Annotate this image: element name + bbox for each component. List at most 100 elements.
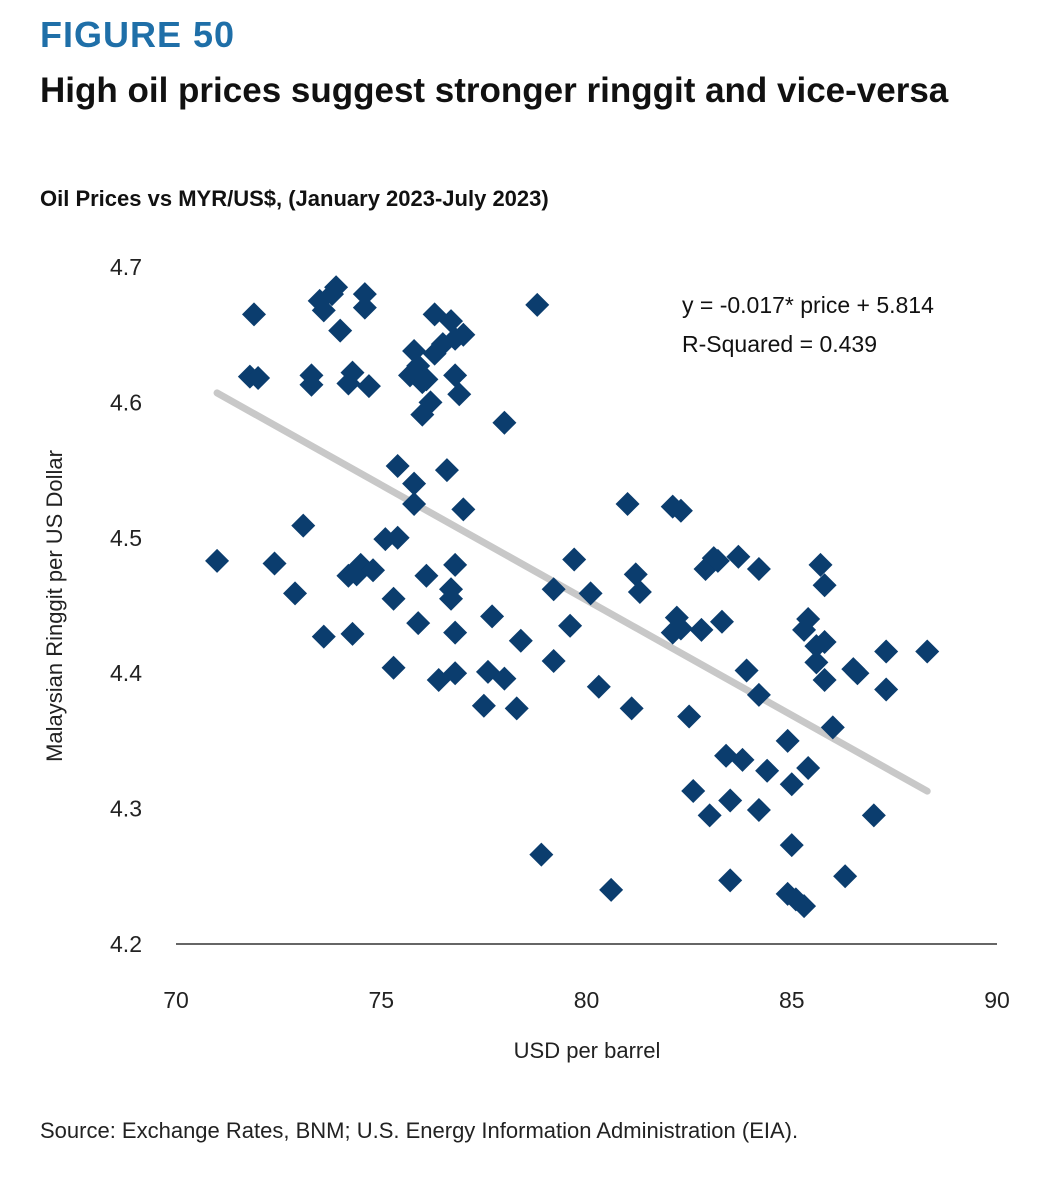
y-tick-label: 4.6 — [110, 389, 142, 415]
data-point — [812, 573, 837, 598]
data-point — [668, 616, 693, 641]
r-squared-label: R-Squared = 0.439 — [682, 331, 877, 357]
data-point — [385, 525, 410, 550]
data-point — [443, 620, 468, 645]
data-point — [615, 491, 640, 516]
data-point — [562, 547, 587, 572]
data-point — [439, 309, 464, 334]
scatter-chart: 4.2 4.3 4.4 4.5 4.6 4.7 70 75 80 85 90 Malaysian R… — [42, 254, 1010, 1063]
data-point — [558, 613, 583, 638]
data-point — [361, 558, 386, 583]
x-tick-label: 75 — [368, 987, 394, 1013]
x-tick-label: 90 — [984, 987, 1010, 1013]
data-point — [525, 292, 550, 317]
data-point — [874, 677, 899, 702]
data-point — [529, 842, 554, 867]
data-point — [796, 755, 821, 780]
data-point — [915, 639, 940, 664]
figure-subtitle: Oil Prices vs MYR/US$, (January 2023-Jul… — [40, 186, 549, 211]
data-point — [541, 649, 566, 674]
data-point — [406, 611, 431, 636]
x-tick-label: 80 — [574, 987, 600, 1013]
x-axis-title: USD per barrel — [514, 1038, 661, 1063]
data-point — [443, 552, 468, 577]
data-point — [718, 788, 743, 813]
data-point — [599, 877, 624, 902]
data-point — [689, 617, 714, 642]
data-point — [381, 655, 406, 680]
figure-label: FIGURE 50 — [40, 14, 236, 55]
data-point — [352, 282, 377, 307]
data-point — [439, 586, 464, 611]
data-point — [356, 374, 381, 399]
y-tick-label: 4.5 — [110, 525, 142, 551]
data-point — [447, 382, 472, 407]
data-point — [746, 556, 771, 581]
data-point — [381, 586, 406, 611]
data-point — [833, 864, 858, 889]
data-point — [619, 696, 644, 721]
data-point — [677, 704, 702, 729]
data-point — [340, 621, 365, 646]
data-point — [775, 728, 800, 753]
data-point — [541, 577, 566, 602]
data-point — [861, 803, 886, 828]
data-point — [443, 661, 468, 686]
data-point — [746, 797, 771, 822]
data-point — [471, 693, 496, 718]
data-point — [714, 743, 739, 768]
data-point — [311, 624, 336, 649]
data-point — [352, 295, 377, 320]
data-point — [504, 696, 529, 721]
data-point — [414, 563, 439, 588]
data-point — [623, 562, 648, 587]
data-point — [262, 551, 287, 576]
data-point — [418, 390, 443, 415]
data-point — [697, 803, 722, 828]
y-tick-label: 4.3 — [110, 796, 142, 822]
data-point — [812, 630, 837, 655]
data-point — [451, 322, 476, 347]
data-point — [492, 666, 517, 691]
data-point — [718, 868, 743, 893]
data-point — [299, 363, 324, 388]
y-tick-label: 4.2 — [110, 931, 142, 957]
data-point — [205, 548, 230, 573]
data-point — [779, 772, 804, 797]
data-point — [402, 491, 427, 516]
data-point — [291, 513, 316, 538]
data-point — [874, 639, 899, 664]
figure-title: High oil prices suggest stronger ringgit… — [40, 71, 949, 110]
x-tick-label: 85 — [779, 987, 805, 1013]
data-point — [402, 471, 427, 496]
data-point — [734, 658, 759, 683]
data-point — [443, 363, 468, 388]
data-point — [241, 302, 266, 327]
data-point — [627, 579, 652, 604]
data-point — [820, 715, 845, 740]
data-point — [730, 747, 755, 772]
data-point — [414, 367, 439, 392]
data-point — [726, 544, 751, 569]
data-point — [755, 758, 780, 783]
x-tick-label: 70 — [163, 987, 189, 1013]
data-point — [492, 410, 517, 435]
data-point — [746, 682, 771, 707]
data-point — [845, 661, 870, 686]
data-point — [709, 609, 734, 634]
data-point — [804, 650, 829, 675]
data-point — [508, 628, 533, 653]
data-point — [246, 366, 271, 391]
data-point — [796, 607, 821, 632]
regression-equation: y = -0.017* price + 5.814 — [682, 292, 934, 318]
data-point — [578, 581, 603, 606]
data-point — [311, 298, 336, 323]
data-point — [324, 275, 349, 300]
data-point — [480, 604, 505, 629]
source-note: Source: Exchange Rates, BNM; U.S. Energy… — [40, 1118, 799, 1143]
data-point — [385, 454, 410, 479]
data-point — [792, 894, 817, 919]
data-point — [779, 833, 804, 858]
data-point — [660, 494, 685, 519]
y-tick-label: 4.7 — [110, 254, 142, 280]
